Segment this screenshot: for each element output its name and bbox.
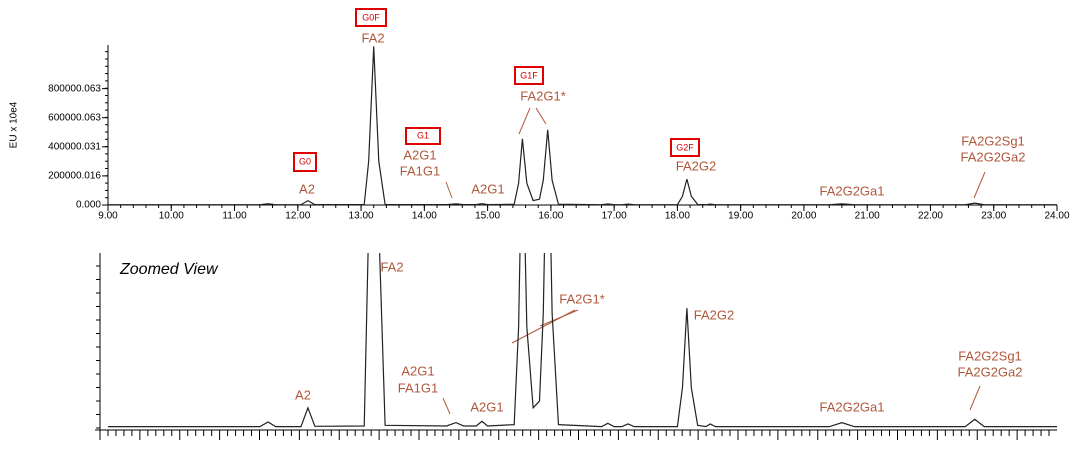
annotation: A2G1: [403, 147, 436, 162]
x-tick-label: 10.00: [159, 211, 184, 222]
tag-box: [670, 138, 700, 157]
x-tick-label: 18.00: [665, 211, 690, 222]
annotation: FA1G1: [398, 380, 438, 395]
x-tick-label: 17.00: [602, 211, 627, 222]
leader: [539, 309, 579, 327]
x-tick-label: 11.00: [222, 211, 247, 222]
leader: [518, 107, 531, 135]
trace: [108, 46, 1057, 206]
annotation: FA2: [380, 259, 403, 274]
tag-box: [405, 127, 441, 145]
tag-box: [514, 66, 544, 85]
leader: [535, 107, 547, 125]
x-tick-label: 21.00: [855, 211, 880, 222]
annotation: FA2G2Ga2: [960, 149, 1025, 164]
tag-box: [293, 152, 317, 172]
y-axis-label: EU x 10e4: [9, 101, 20, 148]
y-tick-label: 200000.016: [48, 171, 101, 182]
x-tick-label: 20.00: [791, 211, 816, 222]
annotation: FA2G2: [676, 158, 716, 173]
peak-tag: G0: [299, 156, 311, 166]
annotation: FA2G2Ga1: [819, 183, 884, 198]
x-tick-label: 13.00: [349, 211, 374, 222]
annotations: FA2 FA2G1* A2G1 FA1G1 A2 A2G1 FA2G2 FA2G…: [295, 259, 1022, 414]
x-tick-label: 9.00: [98, 211, 118, 222]
chart-title: Zoomed View: [119, 261, 219, 278]
peak-tag: G0F: [362, 12, 380, 22]
annotation: FA2G1*: [559, 291, 605, 306]
peak-tag: G1F: [520, 70, 538, 80]
annotation: FA1G1: [400, 163, 440, 178]
x-tick-label: 22.00: [918, 211, 943, 222]
x-tick-label: 15.00: [475, 211, 500, 222]
x-tick-label: 16.00: [538, 211, 563, 222]
annotation: A2G1: [471, 181, 504, 196]
leader: [445, 181, 453, 199]
peak-tags: G0F G1F G1 G0 G2F: [293, 8, 700, 172]
annotation: A2: [299, 181, 315, 196]
annotations: FA2 FA2G1* A2G1 FA1G1 A2 A2G1 FA2G2 FA2G…: [299, 30, 1025, 198]
x-tick-label: 14.00: [412, 211, 437, 222]
leader: [442, 397, 451, 415]
peak-tag: G1: [417, 130, 429, 140]
peak-tag: G2F: [676, 142, 694, 152]
y-tick-label: 0.000: [76, 200, 101, 211]
x-tick-label: 24.00: [1044, 211, 1069, 222]
annotation: FA2G2Sg1: [958, 348, 1022, 363]
x-tick-label: 19.00: [728, 211, 753, 222]
y-tick-label: 400000.031: [48, 141, 101, 152]
annotation: FA2G1*: [520, 88, 566, 103]
annotation: FA2G2Sg1: [961, 133, 1025, 148]
y-tick-label: 600000.063: [48, 112, 101, 123]
zoom-plot: [108, 253, 1057, 428]
leader: [969, 385, 981, 411]
annotation: A2G1: [401, 363, 434, 378]
annotation: FA2G2: [694, 307, 734, 322]
y-tick-label: 800000.063: [48, 83, 101, 94]
tag-box: [355, 8, 387, 27]
annotation: FA2: [361, 30, 384, 45]
annotation: A2: [295, 387, 311, 402]
annotation: A2G1: [470, 399, 503, 414]
trace: [108, 253, 1057, 428]
leader: [973, 171, 986, 199]
x-tick-label: 23.00: [981, 211, 1006, 222]
x-tick-label: 12.00: [285, 211, 310, 222]
annotation: FA2G2Ga1: [819, 399, 884, 414]
annotation: FA2G2Ga2: [957, 364, 1022, 379]
